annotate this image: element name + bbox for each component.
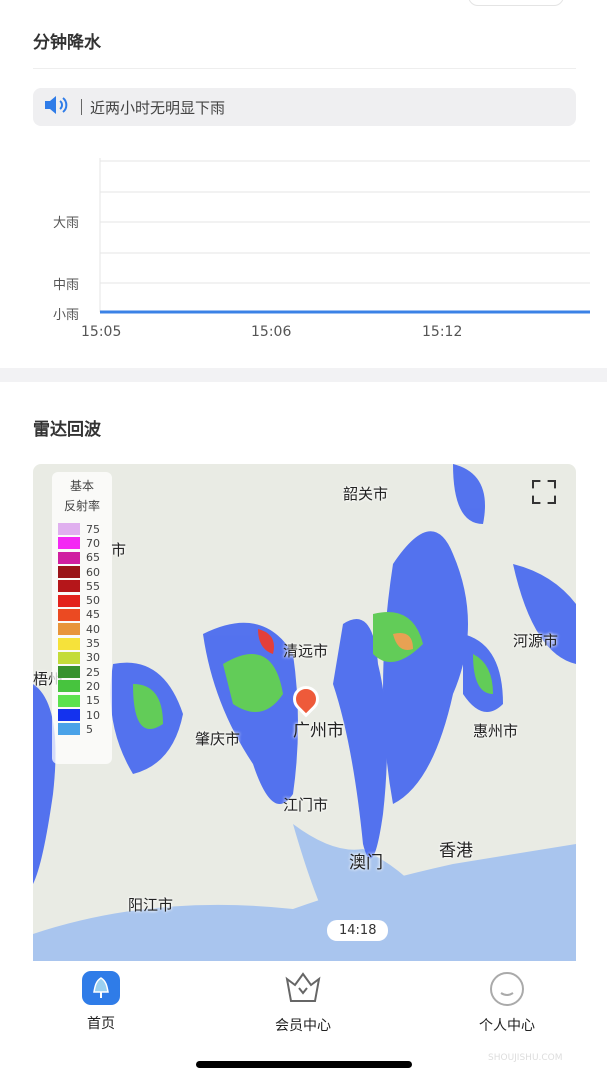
x-label: 15:12 [422,324,463,340]
legend-level: 15 [58,694,112,708]
legend-swatch [58,537,80,550]
nav-label: 首页 [87,1016,115,1032]
legend-level: 55 [58,579,112,593]
legend-level: 10 [58,708,112,722]
legend-value: 10 [86,708,100,722]
legend-swatch [58,551,80,564]
smile-icon [466,971,548,1011]
x-label: 15:05 [81,324,122,340]
legend-value: 25 [86,665,100,679]
notice-text: 近两小时无明显下雨 [90,98,226,117]
radar-map[interactable]: 韶关市 清远市 广州市 肇庆市 惠州市 河源市 江门市 澳门 香港 阳江市 市 … [33,464,576,961]
legend-value: 50 [86,594,100,608]
section-separator [0,368,607,382]
legend-swatch [58,623,80,636]
legend-value: 40 [86,622,100,636]
legend-level: 70 [58,536,112,550]
city-label: 清远市 [283,642,329,660]
city-label: 惠州市 [473,722,519,740]
legend-level: 40 [58,622,112,636]
legend-value: 20 [86,679,100,693]
legend-level: 35 [58,636,112,650]
y-label-light: 小雨 [53,308,80,323]
legend-swatch [58,580,80,593]
legend-level: 20 [58,679,112,693]
legend-value: 60 [86,565,100,579]
legend-swatch [58,666,80,679]
top-pill [468,0,564,6]
legend-value: 65 [86,551,100,565]
separator [81,99,82,115]
legend-level: 50 [58,593,112,607]
nav-member-center[interactable]: 会员中心 [262,971,344,1035]
city-label: 肇庆市 [195,730,241,748]
fullscreen-icon[interactable] [532,480,556,504]
legend-level: 75 [58,522,112,536]
city-label: 澳门 [349,853,383,873]
time-badge: 14:18 [327,920,389,941]
legend-level: 25 [58,665,112,679]
y-label-heavy: 大雨 [53,216,80,231]
watermark: SHOUJISHU.COM [488,1053,563,1063]
legend-value: 30 [86,651,100,665]
legend-value: 55 [86,579,100,593]
legend-level: 60 [58,565,112,579]
legend-level: 30 [58,651,112,665]
radar-echo-layer [33,464,576,961]
legend-swatch [58,723,80,736]
city-label: 广州市 [293,721,344,741]
city-label: 市 [111,541,127,559]
city-label: 韶关市 [343,485,389,503]
bell-icon [82,971,120,1005]
bottom-nav: 首页 会员中心 个人中心 SHOUJISHU.COM [0,961,607,1080]
legend-title: 基本 反射率 [63,479,100,513]
speaker-icon [43,94,73,120]
legend-level: 45 [58,608,112,622]
legend-value: 75 [86,522,100,536]
x-label: 15:06 [251,324,292,340]
legend-value: 45 [86,608,100,622]
legend-swatch [58,680,80,693]
divider [33,68,576,69]
city-label: 阳江市 [128,896,174,914]
legend-swatch [58,651,80,664]
nav-profile[interactable]: 个人中心 [466,971,548,1035]
legend-swatch [58,608,80,621]
legend-value: 70 [86,536,100,550]
minute-precip-title: 分钟降水 [33,33,101,53]
legend-swatch [58,523,80,536]
legend-value: 15 [86,694,100,708]
legend-swatch [58,594,80,607]
legend-swatch [58,709,80,721]
legend-value: 35 [86,637,100,651]
precip-notice: 近两小时无明显下雨 [33,88,576,126]
legend-swatch [58,637,80,650]
radar-title: 雷达回波 [33,420,101,440]
legend-swatch [58,566,80,579]
city-label: 江门市 [283,796,329,814]
legend-swatch [58,694,80,707]
home-indicator[interactable] [196,1061,412,1068]
nav-label: 个人中心 [479,1018,535,1034]
legend-value: 5 [86,722,93,736]
precip-chart: 大雨 中雨 小雨 15:05 15:06 15:12 [0,150,607,350]
city-label: 河源市 [513,632,559,650]
crown-icon [262,971,344,1009]
legend-level: 65 [58,551,112,565]
city-label: 香港 [439,841,473,861]
y-label-moderate: 中雨 [53,278,80,293]
nav-home[interactable]: 首页 [70,971,132,1033]
reflectivity-legend: 基本 反射率 75 70 65 60 55 50 45 40 35 30 25 20 15 10 5 [52,472,112,764]
nav-label: 会员中心 [275,1018,331,1034]
legend-level: 5 [58,722,112,736]
